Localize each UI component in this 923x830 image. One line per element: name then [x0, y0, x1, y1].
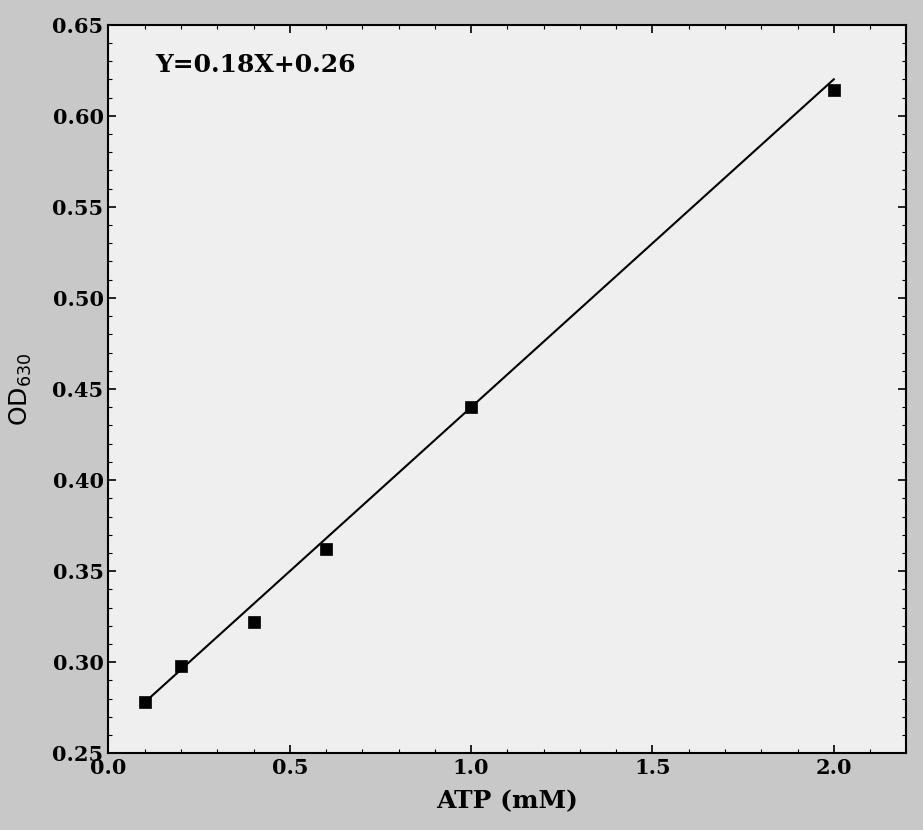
Point	[246, 616, 261, 629]
Point	[138, 696, 152, 709]
Text: $\mathrm{OD}_{630}$: $\mathrm{OD}_{630}$	[7, 353, 34, 426]
Point	[463, 401, 478, 414]
X-axis label: ATP (mM): ATP (mM)	[437, 789, 579, 813]
Point	[826, 84, 841, 97]
Point	[318, 543, 333, 556]
Point	[174, 659, 188, 672]
Text: Y=0.18X+0.26: Y=0.18X+0.26	[156, 53, 356, 77]
